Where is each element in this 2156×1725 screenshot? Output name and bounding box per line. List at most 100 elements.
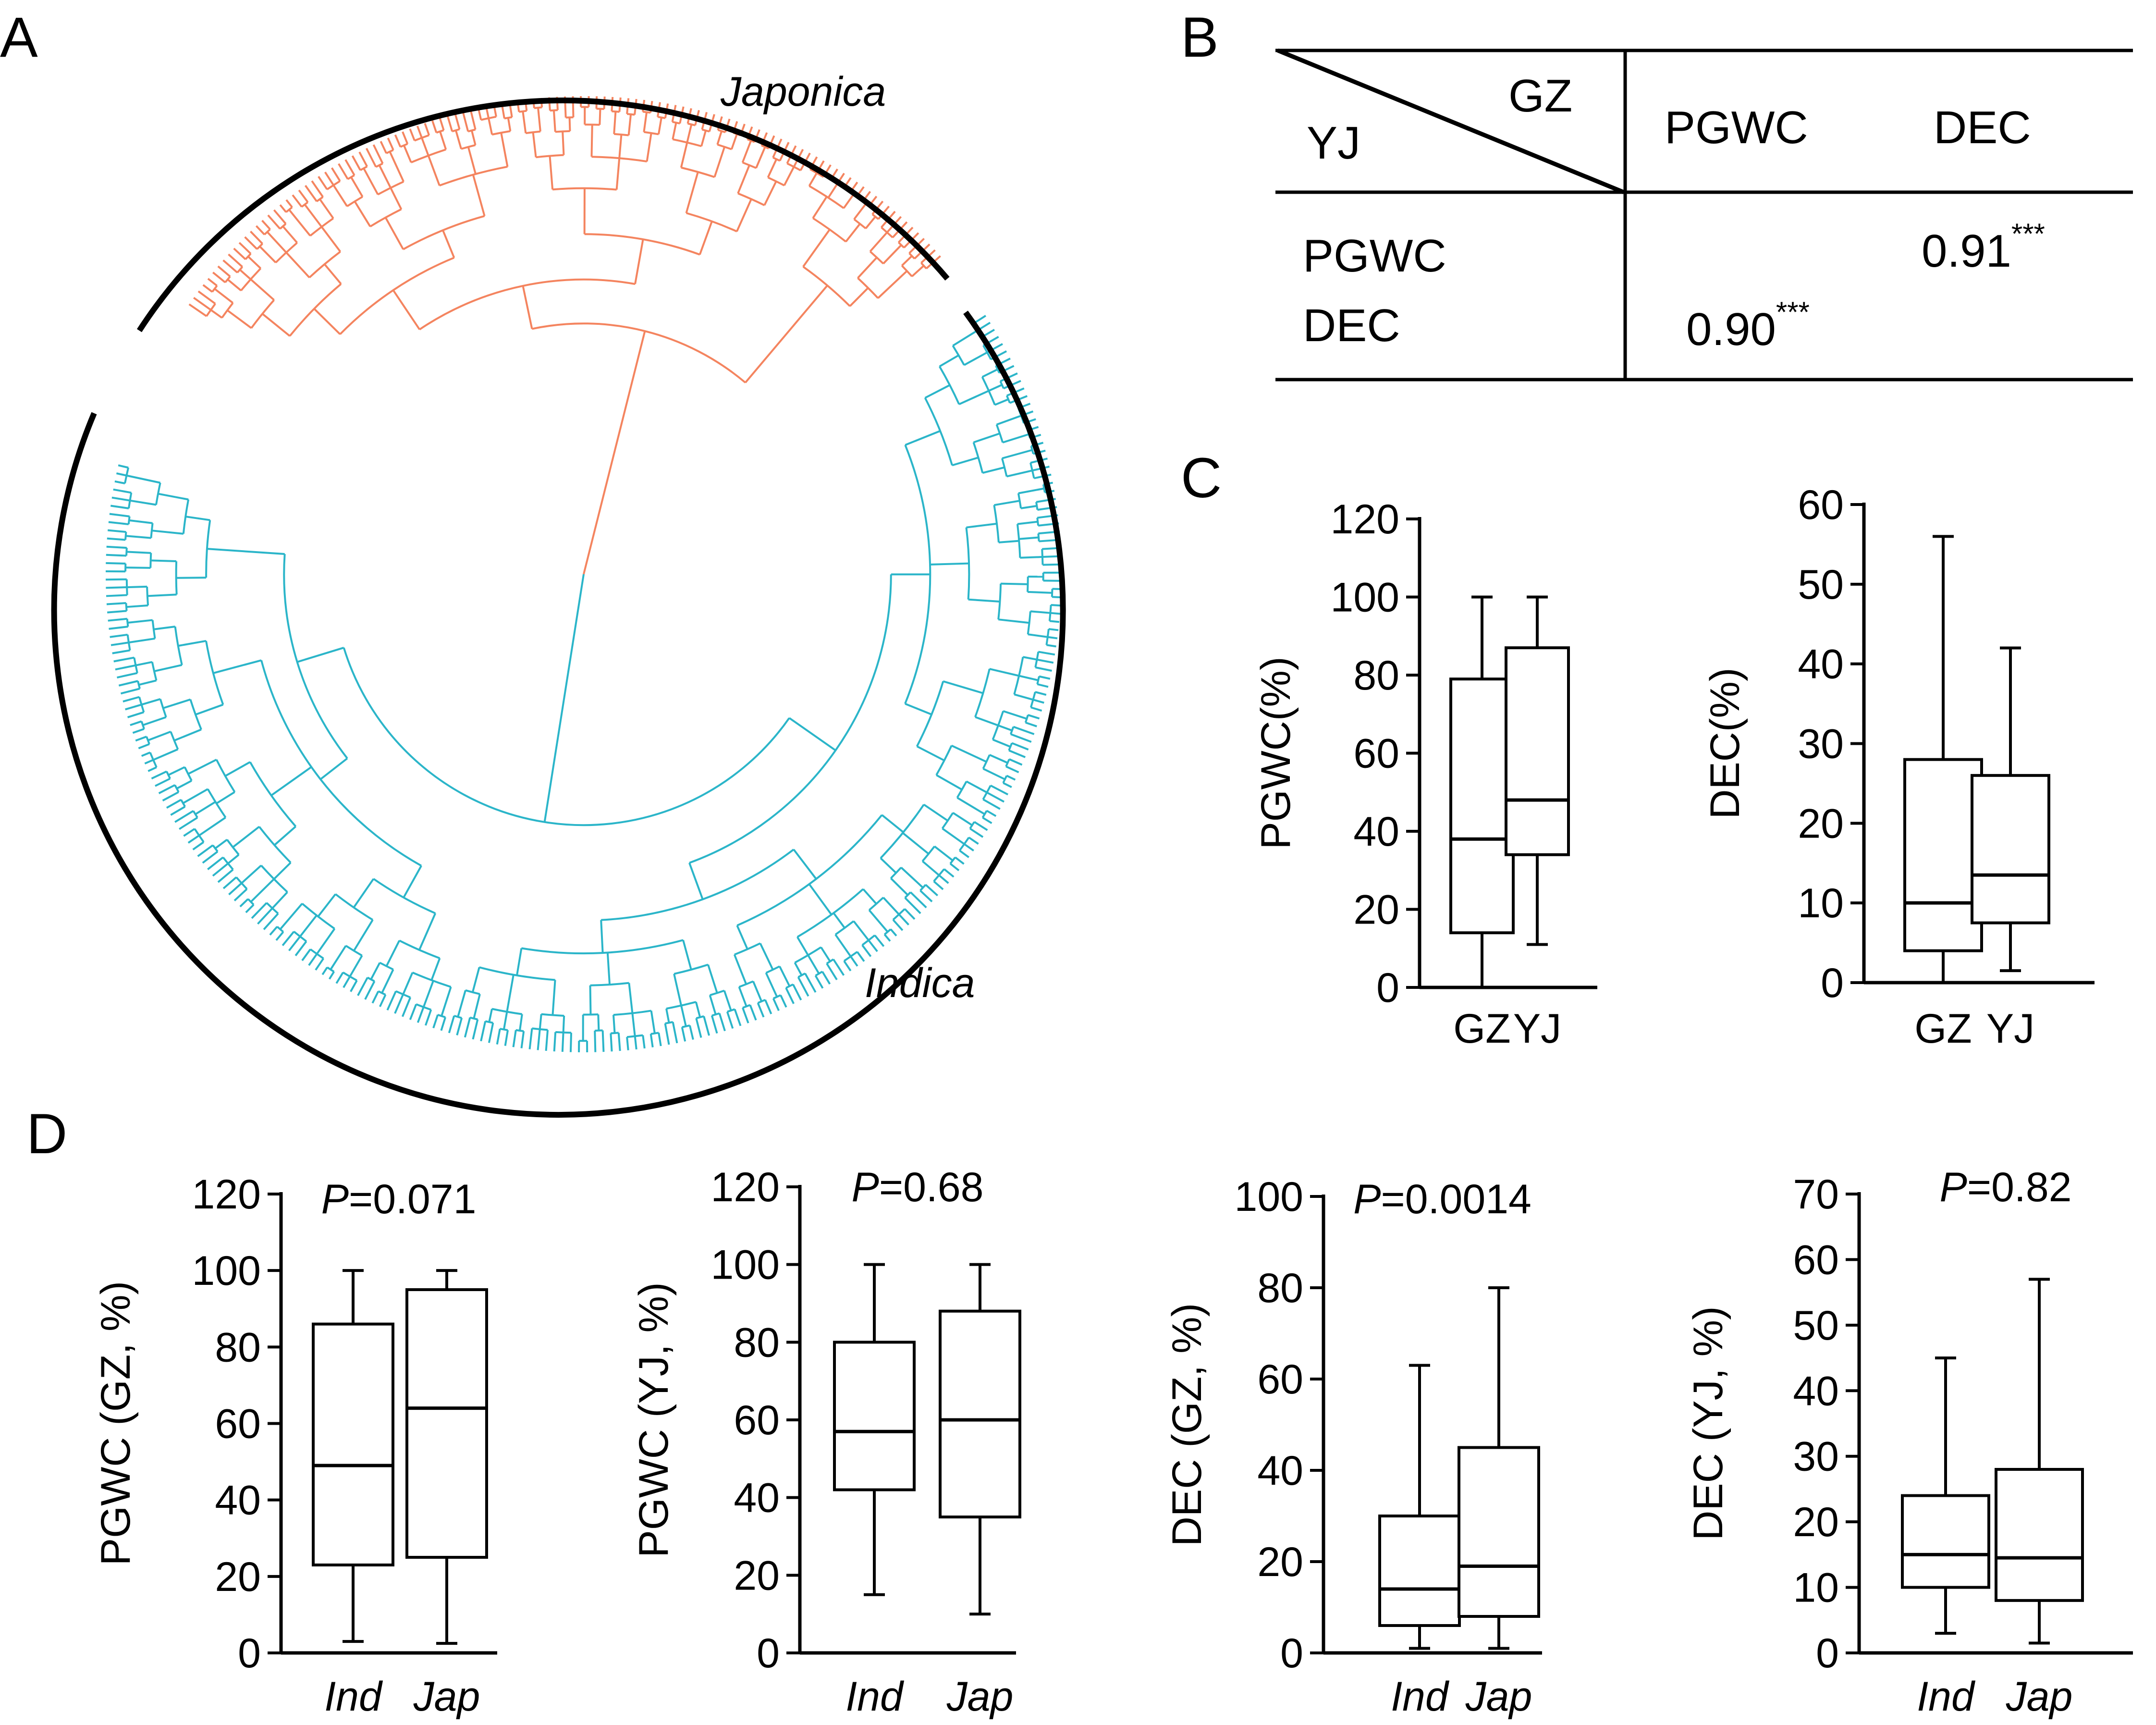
tree-branch (126, 551, 151, 554)
tree-branch (212, 862, 229, 877)
y-tick-label: 80 (215, 1324, 261, 1370)
tree-branch (1033, 699, 1044, 704)
tree-branch (516, 948, 523, 976)
tree-branch (882, 244, 902, 265)
tree-arc (416, 1003, 431, 1011)
tree-branch (259, 246, 277, 263)
tree-branch (657, 117, 662, 135)
tree-branch (394, 994, 404, 1014)
tree-branch (107, 610, 127, 614)
tree-branch (764, 999, 772, 1014)
p-value-annotation: P=0.071 (321, 1176, 477, 1222)
tree-branch (120, 688, 140, 695)
tree-branch (736, 198, 752, 232)
tree-branch (469, 109, 477, 130)
tree-branch (378, 164, 392, 188)
tree-branch (695, 1001, 701, 1018)
tree-branch (964, 351, 988, 366)
y-tick-label: 100 (1331, 575, 1400, 621)
tree-branch (904, 908, 916, 920)
tree-branch (319, 198, 334, 219)
tree-branch (924, 384, 951, 399)
tree-branch (998, 724, 1013, 732)
tree-branch (1027, 591, 1053, 594)
tree-branch (216, 791, 235, 804)
tree-branch (988, 384, 1003, 392)
tree-branch (158, 493, 189, 501)
tree-branch (247, 256, 262, 270)
box-ind (1378, 1364, 1461, 1650)
tree-branch (522, 285, 533, 329)
tree-arc (701, 128, 710, 133)
tree-branch (905, 702, 932, 715)
box-iqr (312, 1322, 394, 1566)
tree-branch (634, 1036, 637, 1050)
tree-branch (294, 940, 307, 957)
tree-branch (464, 1017, 471, 1038)
tree-arc (995, 424, 1004, 443)
indica-label: Indica (865, 960, 975, 1006)
tree-branch (853, 920, 870, 941)
tree-arc (1029, 462, 1035, 479)
tree-branch (600, 920, 604, 953)
tree-branch (994, 500, 1020, 506)
tree-arc (342, 972, 357, 982)
tree-branch (992, 739, 1011, 748)
tree-arc (308, 251, 341, 279)
tree-branch (192, 841, 205, 850)
tree-branch (409, 1004, 417, 1020)
tree-branch (814, 975, 824, 989)
tree-branch (1030, 706, 1042, 712)
tree-branch (850, 956, 858, 967)
tree-branch (808, 883, 833, 915)
tree-arc (327, 966, 335, 973)
tree-arc (247, 898, 255, 906)
tree-branch (553, 1032, 557, 1052)
tree-branch (125, 703, 142, 711)
tree-branch (442, 230, 455, 259)
tree-arc (992, 711, 1004, 740)
tree-arc (264, 228, 271, 235)
y-tick-label: 10 (1793, 1565, 1839, 1611)
tree-branch (537, 1029, 541, 1050)
tree-arc (682, 1024, 690, 1028)
tree-branch (110, 633, 128, 638)
tree-branch (285, 252, 310, 278)
tree-branch (198, 816, 226, 837)
tree-arc (555, 1031, 572, 1034)
tree-branch (792, 984, 802, 1001)
tree-branch (228, 253, 243, 268)
tree-branch (166, 799, 182, 809)
tree-branch (612, 1015, 616, 1034)
tree-branch (901, 255, 913, 267)
tree-branch (925, 884, 939, 897)
tree-arc (293, 931, 307, 942)
tree-branch (682, 939, 692, 970)
tree-branch (197, 844, 214, 857)
p-value-annotation: P=0.68 (852, 1164, 984, 1210)
tree-branch (315, 958, 324, 971)
tree-branch (1020, 556, 1043, 559)
tree-branch (106, 554, 127, 557)
tree-arc (504, 116, 513, 120)
tree-branch (330, 945, 347, 970)
y-tick-label: 60 (1353, 731, 1399, 777)
tree-branch (939, 354, 959, 368)
tree-arc (672, 121, 680, 124)
tree-branch (308, 953, 318, 966)
tree-arc (1045, 628, 1050, 645)
tree-branch (162, 698, 191, 709)
tree-branch (187, 835, 200, 844)
tree-branch (911, 265, 925, 277)
tree-branch (856, 951, 865, 962)
tree-arc (347, 174, 355, 180)
tree-branch (680, 142, 688, 168)
tree-arc (194, 828, 205, 843)
tree-branch (297, 647, 344, 663)
tree-branch (176, 780, 192, 789)
tree-arc (809, 168, 824, 178)
tree-branch (269, 926, 278, 936)
tree-arc (192, 810, 198, 818)
tree-branch (344, 159, 355, 176)
tree-arc (797, 973, 806, 978)
